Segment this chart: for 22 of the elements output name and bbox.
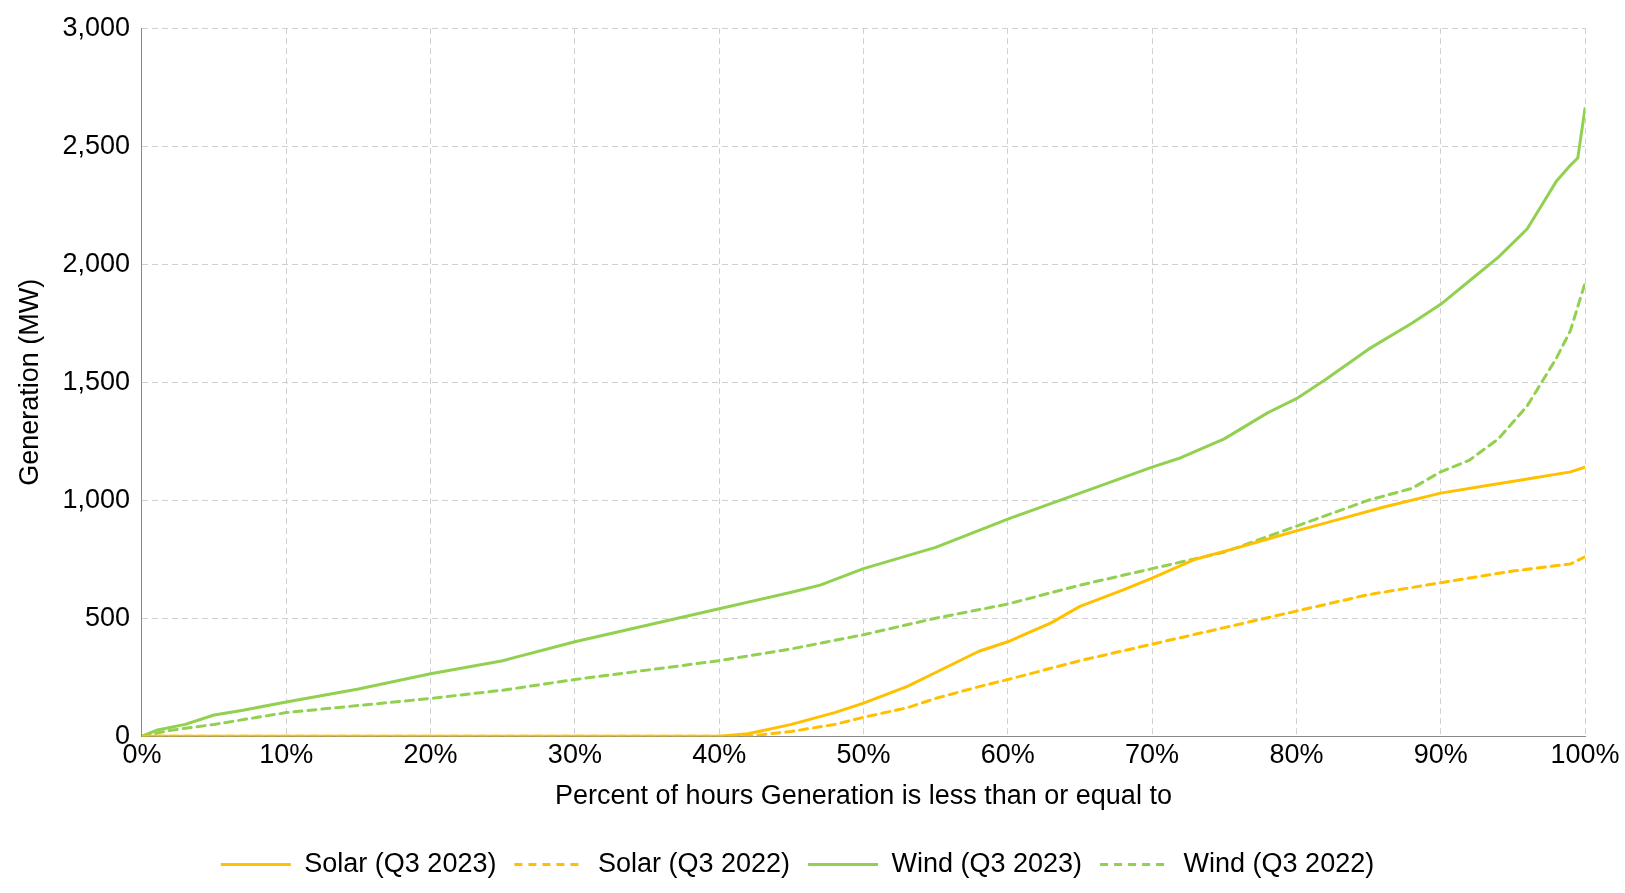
x-tick-label: 60% <box>980 738 1035 769</box>
legend-label: Wind (Q3 2023) <box>891 847 1083 878</box>
x-tick-label: 30% <box>547 738 602 769</box>
legend-label: Solar (Q3 2022) <box>597 847 791 878</box>
y-tick-label: 2,000 <box>62 247 130 278</box>
y-tick-label: 3,000 <box>62 11 130 42</box>
x-tick-label: 50% <box>836 738 891 769</box>
legend-label: Wind (Q3 2022) <box>1183 847 1375 878</box>
y-axis-title: Generation (MW) <box>13 278 44 486</box>
x-tick-label: 20% <box>403 738 458 769</box>
y-tick-label: 1,500 <box>62 365 130 396</box>
x-tick-label: 90% <box>1413 738 1468 769</box>
legend-label: Solar (Q3 2023) <box>304 847 497 878</box>
x-tick-label: 40% <box>692 738 747 769</box>
y-tick-label: 1,000 <box>62 483 130 514</box>
y-tick-label: 500 <box>84 601 130 632</box>
x-tick-label: 80% <box>1269 738 1324 769</box>
y-tick-label: 2,500 <box>62 129 130 160</box>
x-tick-label: 100% <box>1550 738 1620 769</box>
x-axis-title: Percent of hours Generation is less than or equal to <box>555 780 1172 811</box>
x-tick-label: 10% <box>259 738 314 769</box>
x-tick-label: 70% <box>1125 738 1180 769</box>
